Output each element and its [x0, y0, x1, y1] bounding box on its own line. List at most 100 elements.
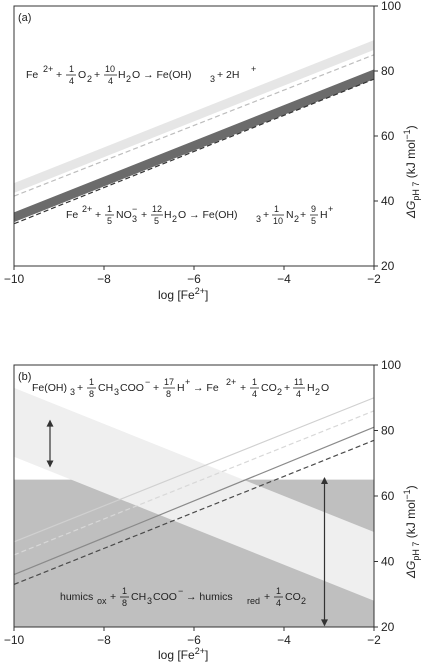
panel-b-plot-area	[13, 387, 375, 627]
panel-a-line-3	[13, 78, 375, 225]
panel-b-label: (b)	[18, 371, 31, 383]
panel-a-equation-2: Fe 2+ + 1 5 NO 3 − + 12 5 H 2 O → Fe(OH)…	[66, 204, 333, 226]
panel-a-line-1	[13, 54, 375, 197]
eq-a2-frac-num-3: 1	[274, 204, 279, 214]
panel-a-x-axis: −10 −8 −6 −4 −2	[4, 266, 381, 286]
eq-b1-frac-den-2: 8	[166, 389, 171, 399]
panel-a-x-tick-label: −10	[4, 272, 25, 286]
panel-a-y-tick-label: 60	[381, 129, 395, 143]
eq-a2-fe-charge: 2+	[82, 204, 92, 214]
panel-b-line-3	[13, 410, 375, 556]
eq-a1-fe: Fe	[26, 69, 38, 81]
panel-b-y-tick-label: 60	[381, 489, 395, 503]
eq-a2-frac-den-2: 5	[154, 216, 159, 226]
eq-a2-product-sub: 3	[256, 214, 261, 224]
eq-a2-frac-num-2: 12	[152, 204, 162, 214]
eq-a2-product: O → Fe(OH)	[178, 209, 238, 221]
eq-b2-humics-ox: ox	[97, 596, 107, 606]
panel-b-y-tick-label: 80	[381, 424, 395, 438]
eq-a1-plus-2: +	[94, 69, 100, 81]
panel-b-band-1	[14, 387, 374, 601]
eq-b1-feoh: Fe(OH)	[32, 382, 67, 394]
eq-a2-frac-den-1: 5	[107, 216, 112, 226]
eq-b1-co: CO	[261, 382, 277, 394]
panel-b-line-5	[13, 439, 375, 585]
eq-a2-frac-den-4: 5	[311, 216, 316, 226]
eq-a2-h-sub: 2	[172, 214, 177, 224]
panel-a-band-2	[14, 69, 374, 223]
eq-a2-plus-2: +	[141, 209, 147, 221]
panel-a-y-tick-label: 80	[381, 64, 395, 78]
panel-a-band-0	[14, 40, 374, 193]
panel-b-y-axis: 20 40 60 80 100	[374, 358, 401, 634]
panel-b-y-tick-label: 100	[381, 358, 401, 372]
eq-a2-no: NO	[116, 209, 132, 221]
eq-a2-plus-1: +	[95, 209, 101, 221]
eq-b2-ch-sub: 3	[147, 596, 152, 606]
panel-b-line-4	[13, 426, 375, 576]
eq-b2-co-sub: 2	[301, 596, 306, 606]
eq-a2-n: N	[286, 209, 294, 221]
panel-b-x-axis-label: log [Fe2+]	[158, 646, 208, 662]
eq-a1-o-sub: 2	[87, 74, 92, 84]
panel-b-arrow-head-bottom-0	[46, 460, 54, 468]
eq-a1-frac-num-2: 10	[105, 64, 115, 74]
eq-b1-ch: CH	[98, 382, 113, 394]
panel-a-x-tick-label: −6	[187, 272, 201, 286]
panel-a-y-axis: 20 40 60 80 100	[374, 0, 401, 273]
panel-a-label: (a)	[18, 12, 31, 24]
eq-b1-plus-2: +	[153, 382, 159, 394]
eq-a1-h: H	[118, 69, 126, 81]
eq-b1-plus-4: +	[284, 382, 290, 394]
eq-a2-frac-num-1: 1	[107, 204, 112, 214]
panel-b-x-axis: −10 −8 −6 −4 −2	[4, 627, 381, 647]
panel-b-x-tick-label: −10	[4, 633, 25, 647]
eq-a2-no-sub: 3	[132, 214, 137, 224]
eq-b1-arrow-fe: → Fe	[193, 382, 219, 394]
eq-a2-frac-num-4: 9	[311, 204, 316, 214]
panel-b-y-tick-label: 20	[381, 620, 395, 634]
eq-a2-h-final-charge: +	[328, 204, 333, 214]
eq-a1-plus-1: +	[56, 69, 62, 81]
eq-a1-fe-charge: 2+	[43, 64, 53, 74]
panel-b-y-tick-label: 40	[381, 555, 395, 569]
eq-a1-o: O	[78, 69, 86, 81]
panel-b-x-tick-label: −8	[97, 633, 111, 647]
eq-b1-frac-den-4: 4	[296, 389, 301, 399]
eq-a2-n-sub: 2	[294, 214, 299, 224]
eq-b1-h-charge: +	[185, 377, 190, 387]
eq-a1-frac-den-1: 4	[69, 76, 74, 86]
panel-b-y-axis-label: ΔGpH 7 (kJ mol−1)	[402, 485, 421, 579]
eq-b2-arrow-humics: → humics	[186, 591, 233, 603]
panel-b-line-2	[13, 397, 375, 543]
panel-b-equation-2: humics ox + 1 8 CH 3 COO − → humics red …	[60, 586, 306, 608]
eq-b1-coo-charge: −	[145, 377, 150, 387]
eq-b1-co-sub: 2	[277, 387, 282, 397]
eq-b1-plus-1: +	[77, 382, 83, 394]
eq-b2-humics: humics	[60, 591, 93, 603]
eq-b2-humics-red: red	[247, 596, 260, 606]
eq-a1-product-sub: 3	[210, 74, 215, 84]
eq-b1-fe-charge: 2+	[226, 377, 236, 387]
eq-b1-frac-den-3: 4	[252, 389, 257, 399]
eq-a2-frac-den-3: 10	[273, 216, 283, 226]
eq-b2-coo-charge: −	[178, 586, 183, 596]
eq-a2-h: H	[164, 209, 172, 221]
panel-a-x-tick-label: −2	[367, 272, 381, 286]
eq-b1-frac-num-2: 17	[164, 377, 174, 387]
eq-a2-no-charge: −	[132, 204, 137, 214]
eq-a1-h-plus: + 2H	[217, 69, 239, 81]
eq-b1-feoh-sub: 3	[70, 387, 75, 397]
eq-a1-frac-num-1: 1	[69, 64, 74, 74]
panel-a-y-tick-label: 20	[381, 259, 395, 273]
eq-b1-coo: COO	[120, 382, 144, 394]
panel-a-frame	[13, 5, 375, 267]
panel-a: (a) Fe 2+ + 1 4 O 2 + 10 4 H 2 O → Fe(OH…	[4, 0, 421, 302]
eq-b2-frac-num-2: 1	[276, 586, 281, 596]
eq-b1-h: H	[177, 382, 185, 394]
eq-b1-h2o-o: O	[321, 382, 329, 394]
eq-b2-co: CO	[285, 591, 301, 603]
eq-b2-ch: CH	[131, 591, 146, 603]
panel-a-y-tick-label: 100	[381, 0, 401, 13]
